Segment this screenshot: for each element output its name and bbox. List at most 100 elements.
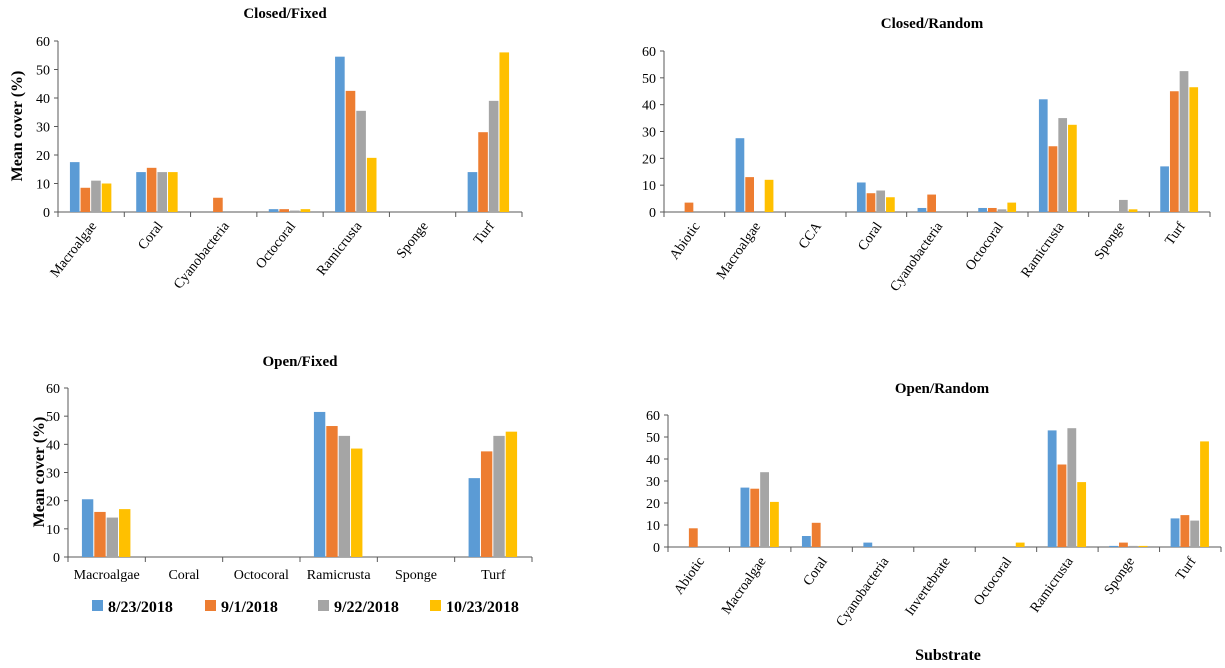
y-tick-label: 20 (642, 152, 656, 167)
x-tick-label: Octocoral (963, 220, 1007, 274)
bar (69, 162, 80, 212)
x-tick-label: Ramicrusta (314, 219, 366, 279)
x-tick-label: Octocoral (253, 219, 299, 272)
bar (351, 448, 363, 557)
x-tick-label: Macroalgae (48, 219, 101, 280)
bar (740, 487, 750, 547)
bar (356, 110, 366, 212)
bar (1109, 545, 1119, 547)
x-tick-label: Octocoral (971, 555, 1015, 609)
bar (1189, 87, 1199, 212)
bar (1057, 464, 1067, 547)
legend-swatch (318, 600, 329, 611)
bar (684, 202, 694, 212)
x-tick-label: Turf (1173, 554, 1199, 583)
x-tick-label: Sponge (1092, 220, 1128, 263)
bar (1119, 199, 1128, 212)
bar (801, 536, 811, 547)
bar (1047, 430, 1057, 547)
y-tick-label: 40 (36, 92, 50, 107)
bar (268, 209, 279, 212)
bar (1200, 441, 1209, 547)
chart-panel-4: Open/Random 0 10 20 30 40 50 60 Abiotic Macroalga… (646, 381, 1222, 630)
y-tick-label: 50 (36, 64, 50, 79)
y-tick-label: 30 (36, 121, 50, 136)
y-tick-label: 50 (46, 410, 60, 425)
bar (136, 172, 146, 212)
bar (101, 183, 112, 212)
legend-swatch (92, 600, 103, 611)
x-tick-label: Macroalgae (719, 555, 769, 618)
bar (1170, 518, 1180, 547)
x-tick-label: Ramicrusta (1019, 219, 1068, 280)
y-tick-label: 0 (53, 551, 60, 566)
bar (856, 182, 866, 212)
y-tick-label: 20 (646, 497, 660, 512)
legend-label: 10/23/2018 (446, 599, 519, 616)
bar (366, 157, 377, 212)
y-tick-label: 40 (646, 453, 660, 468)
bar (745, 177, 754, 212)
x-tick-label: Turf (471, 219, 498, 248)
bar (1058, 118, 1068, 212)
x-tick-label: Turf (1163, 219, 1189, 248)
bar (326, 426, 338, 557)
bar (300, 209, 311, 212)
x-tick-label: Macroalgae (74, 568, 140, 583)
y-tick-label: 0 (43, 206, 50, 221)
chart-title: Closed/Fixed (243, 6, 327, 22)
bar (279, 209, 289, 212)
x-tick-label: CCA (796, 219, 825, 252)
bar (488, 100, 499, 212)
chart-panel-1: Closed/Fixed Mean cover (%) 0 10 20 30 40 50 60 M… (9, 6, 523, 292)
x-tick-label: Cyanobacteria (888, 219, 947, 294)
x-tick-label: Cyanobacteria (834, 554, 893, 629)
bar (978, 207, 987, 212)
x-tick-label: Macroalgae (714, 220, 764, 283)
bar (290, 210, 300, 212)
y-tick-label: 50 (646, 431, 660, 446)
y-tick-label: 10 (642, 179, 656, 194)
y-tick-label: 10 (46, 523, 60, 538)
x-tick-label: Ramicrusta (1028, 554, 1077, 615)
bar (478, 132, 488, 212)
y-tick-label: 40 (642, 99, 656, 114)
bar (769, 501, 779, 547)
y-tick-label: 30 (642, 126, 656, 141)
x-tick-label: Invertebrate (903, 555, 954, 619)
legend-label: 8/23/2018 (108, 599, 173, 616)
bar (1007, 202, 1017, 212)
bar (1038, 99, 1048, 212)
x-tick-label: Coral (801, 555, 831, 589)
bar (811, 522, 821, 547)
bar (1128, 545, 1138, 547)
bar (168, 172, 178, 212)
x-tick-label: Sponge (1102, 555, 1138, 598)
bar (750, 488, 760, 547)
legend-swatch (430, 600, 441, 611)
bar (345, 90, 356, 212)
y-tick-label: 0 (649, 206, 656, 221)
bar (1169, 91, 1179, 212)
x-tick-label: Ramicrusta (307, 568, 372, 583)
bar (81, 499, 94, 557)
bar (1068, 124, 1077, 212)
bar (505, 431, 518, 557)
bar (338, 435, 351, 557)
bar (94, 511, 106, 557)
x-tick-label: Turf (481, 568, 506, 583)
y-tick-label: 40 (46, 438, 60, 453)
bar (1015, 542, 1025, 547)
bar (1179, 71, 1189, 212)
bar (480, 451, 493, 557)
bar (91, 180, 101, 212)
bar (80, 187, 91, 212)
y-axis-label: Mean cover (%) (9, 71, 26, 182)
x-axis-label: Substrate (915, 647, 981, 664)
legend-label: 9/1/2018 (221, 599, 278, 616)
y-tick-label: 20 (36, 149, 50, 164)
y-tick-label: 60 (46, 382, 60, 397)
y-tick-label: 20 (46, 495, 60, 510)
chart-panel-2: Closed/Random 0 10 20 30 40 50 60 Abiotic Macroal… (642, 16, 1211, 295)
bar (1119, 542, 1128, 547)
